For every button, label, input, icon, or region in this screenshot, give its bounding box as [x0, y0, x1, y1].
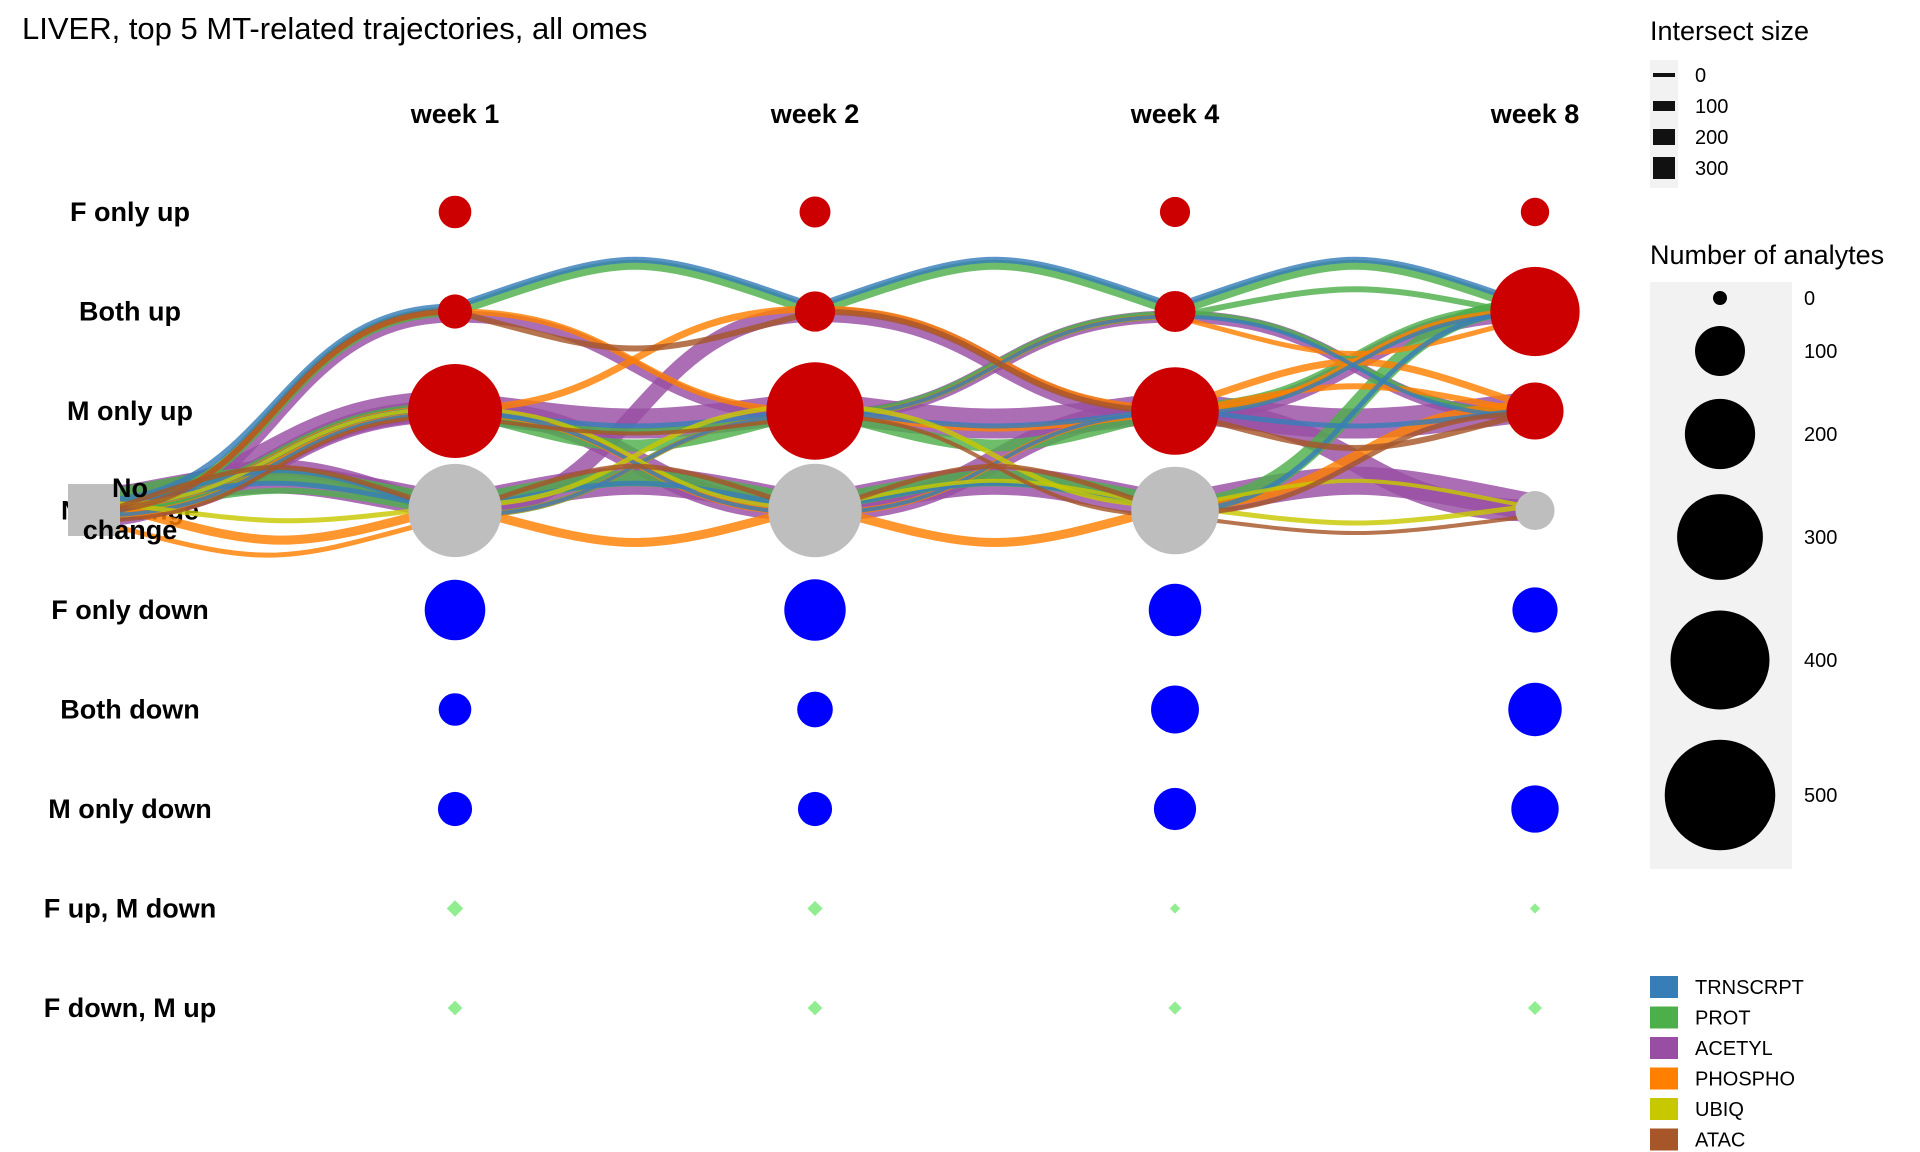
legend-intersect-label-200: 200 — [1695, 127, 1728, 149]
node-m-only-up-week-4 — [1131, 367, 1219, 455]
row-label-f-down-m-up: F down, M up — [44, 993, 216, 1023]
row-label-f-only-down: F only down — [51, 595, 208, 625]
row-label-m-only-down: M only down — [48, 794, 211, 824]
node-no-change-week-4 — [1131, 466, 1219, 555]
node-f-only-down-week-2 — [784, 579, 846, 641]
node-f-only-up-week-1 — [438, 195, 472, 229]
legend-analytes-label-500: 500 — [1804, 785, 1837, 807]
legend-number-of-analytes: Number of analytes 0 100 200 300 400 500 — [1650, 240, 1884, 869]
node-f-only-down-week-8 — [1512, 587, 1558, 633]
row-labels: F only up Both up M only up No change F only… — [44, 197, 216, 1023]
start-node-box — [68, 484, 120, 536]
legend-ome-swatch-atac — [1650, 1128, 1678, 1151]
legend-analytes-label-400: 400 — [1804, 650, 1837, 672]
legend-ome-swatch-trnscrpt — [1650, 976, 1678, 998]
node-f-only-up-week-8 — [1520, 197, 1550, 227]
legend-ome-swatch-ubiq — [1650, 1098, 1678, 1120]
row-label-f-up-m-down: F up, M down — [44, 894, 216, 924]
column-label-week-1: week 1 — [410, 99, 500, 129]
legend-analytes-label-0: 0 — [1804, 288, 1815, 310]
node-f-up-m-down-week-8 — [1529, 903, 1541, 914]
trajectory-trnscrpt-15 — [91, 256, 1538, 504]
legend-ome-label-trnscrpt: TRNSCRPT — [1695, 977, 1804, 999]
legend-ome-label-phospho: PHOSPHO — [1695, 1069, 1795, 1091]
legend-analytes-key-100 — [1695, 326, 1745, 376]
node-both-up-week-8 — [1490, 266, 1580, 357]
legend-intersect-title: Intersect size — [1650, 16, 1809, 46]
node-no-change-week-2 — [768, 463, 862, 558]
legend-analytes-key-500 — [1664, 739, 1776, 851]
row-label-both-down: Both down — [60, 695, 199, 725]
row-label-f-only-up: F only up — [70, 197, 190, 227]
start-node-label-line: No — [112, 473, 148, 503]
node-both-up-week-4 — [1154, 291, 1196, 332]
node-f-down-m-up-week-1 — [447, 1000, 463, 1016]
node-both-down-week-1 — [438, 693, 472, 726]
node-m-only-up-week-8 — [1506, 382, 1564, 440]
node-f-down-m-up-week-4 — [1168, 1001, 1182, 1015]
node-m-only-down-week-8 — [1511, 785, 1559, 833]
row-label-m-only-up: M only up — [67, 396, 193, 426]
node-f-down-m-up-week-2 — [807, 1000, 823, 1016]
node-m-only-up-week-2 — [766, 362, 864, 460]
legend-analytes-label-300: 300 — [1804, 527, 1837, 549]
legend-intersect-label-100: 100 — [1695, 96, 1728, 118]
legend-intersect-size: Intersect size 0 100 200 300 — [1650, 16, 1809, 188]
node-both-down-week-2 — [797, 691, 833, 728]
legend-intersect-key-0 — [1653, 73, 1675, 77]
node-f-only-up-week-2 — [799, 196, 831, 228]
chart-title: LIVER, top 5 MT-related trajectories, al… — [22, 11, 647, 46]
legend-intersect-label-0: 0 — [1695, 65, 1706, 87]
column-labels: week 1 week 2 week 4 week 8 — [410, 99, 1580, 129]
node-both-up-week-2 — [794, 291, 836, 332]
legend-ome-label-atac: ATAC — [1695, 1130, 1745, 1152]
node-f-up-m-down-week-1 — [446, 900, 464, 917]
node-m-only-down-week-1 — [437, 791, 473, 827]
legend-ome-label-ubiq: UBIQ — [1695, 1099, 1744, 1121]
column-label-week-2: week 2 — [770, 99, 860, 129]
legend-omes: TRNSCRPT PROT ACETYL PHOSPHO UBIQ ATAC — [1650, 976, 1804, 1152]
node-m-only-up-week-1 — [407, 363, 503, 459]
legend-analytes-key-0 — [1713, 291, 1727, 305]
node-no-change-week-1 — [408, 463, 502, 558]
legend-analytes-label-200: 200 — [1804, 424, 1837, 446]
column-label-week-4: week 4 — [1130, 99, 1220, 129]
node-f-up-m-down-week-2 — [807, 900, 823, 917]
node-no-change-week-8 — [1515, 490, 1555, 531]
node-m-only-down-week-2 — [797, 791, 833, 827]
node-f-down-m-up-week-8 — [1527, 1000, 1543, 1016]
node-f-only-up-week-4 — [1159, 196, 1191, 228]
legend-intersect-key-300 — [1653, 157, 1675, 179]
node-m-only-down-week-4 — [1153, 787, 1197, 831]
legend-analytes-key-300 — [1677, 494, 1763, 580]
legend-analytes-key-400 — [1670, 610, 1770, 710]
legend-analytes-label-100: 100 — [1804, 341, 1837, 363]
column-label-week-8: week 8 — [1490, 99, 1580, 129]
trajectory-nodes — [407, 195, 1580, 1016]
start-node-label: No change — [83, 473, 178, 545]
legend-analytes-key-200 — [1684, 398, 1756, 470]
legend-intersect-key-200 — [1653, 129, 1675, 145]
legend-ome-swatch-prot — [1650, 1006, 1678, 1029]
start-node-label-line: change — [83, 515, 178, 545]
node-f-only-down-week-4 — [1148, 583, 1202, 637]
node-f-up-m-down-week-4 — [1169, 903, 1181, 914]
legend-ome-label-acetyl: ACETYL — [1695, 1038, 1773, 1060]
legend-ome-swatch-phospho — [1650, 1067, 1678, 1090]
node-both-down-week-4 — [1151, 685, 1199, 734]
legend-analytes-title: Number of analytes — [1650, 240, 1884, 270]
node-both-down-week-8 — [1508, 682, 1562, 737]
legend-intersect-key-100 — [1653, 101, 1675, 111]
legend-ome-swatch-acetyl — [1650, 1037, 1678, 1059]
legend-ome-label-prot: PROT — [1695, 1008, 1751, 1030]
legend-intersect-label-300: 300 — [1695, 158, 1728, 180]
node-f-only-down-week-1 — [424, 579, 486, 641]
row-label-both-up: Both up — [79, 297, 181, 327]
node-both-up-week-1 — [437, 294, 473, 329]
start-node: No change — [68, 473, 177, 545]
